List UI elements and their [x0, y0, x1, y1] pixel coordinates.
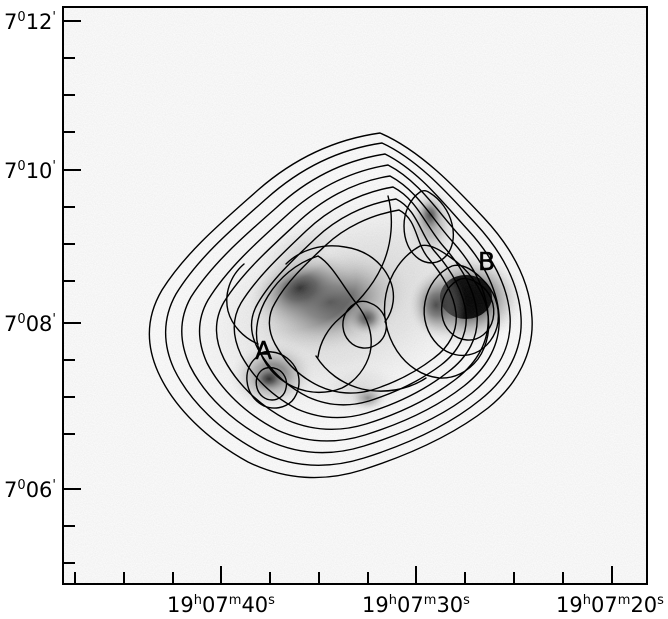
contour-level-set: [148, 132, 533, 479]
contour-level-10-north-knot: [403, 189, 455, 264]
source-annotations: A B: [255, 247, 496, 366]
contour-level-11-peak-a-core: [255, 366, 288, 401]
contour-south-bridge: [315, 355, 427, 392]
contour-level-9-east-lobe: [383, 244, 490, 379]
contour-level-4: [198, 164, 500, 442]
contour-level-11-peak-b-core: [440, 277, 495, 341]
contour-level-10-peak-b: [423, 264, 500, 357]
axis-frame: [62, 6, 648, 585]
contour-level-1: [148, 132, 533, 479]
y-tick-label-3: 7006': [4, 478, 56, 502]
contour-saddle-neck: [317, 195, 393, 358]
contour-level-5: [215, 175, 489, 430]
contour-level-8: [268, 209, 457, 394]
y-axis-tick-labels: 7012' 7010' 7008' 7006': [4, 10, 56, 502]
contour-level-6: [233, 186, 478, 419]
source-label-a: A: [255, 336, 272, 365]
x-tick-label-1: 19h07m30s: [362, 593, 470, 617]
contour-internal-ridge-north: [285, 245, 395, 323]
x-axis-ticks: [74, 566, 613, 584]
x-tick-label-2: 19h07m20s: [556, 593, 664, 617]
x-tick-label-0: 19h07m40s: [167, 593, 275, 617]
contour-level-3: [181, 153, 511, 454]
contour-level-10-peak-a: [246, 350, 300, 409]
contour-level-2: [164, 142, 522, 466]
contour-level-9-west-lobe: [255, 255, 372, 394]
contour-level-7: [250, 198, 467, 406]
source-label-b: B: [478, 247, 495, 276]
y-tick-label-2: 7008': [4, 312, 56, 336]
y-tick-label-1: 7010': [4, 159, 56, 183]
x-axis-tick-labels: 19h07m40s 19h07m30s 19h07m20s: [167, 593, 664, 617]
contour-internal-knot-east: [342, 300, 388, 349]
y-axis-ticks: [63, 20, 81, 564]
halftone-dither-overlay: [63, 7, 647, 584]
y-tick-label-0: 7012': [4, 10, 56, 34]
greyscale-intensity-image: [63, 7, 647, 584]
contour-west-arm: [226, 263, 259, 345]
